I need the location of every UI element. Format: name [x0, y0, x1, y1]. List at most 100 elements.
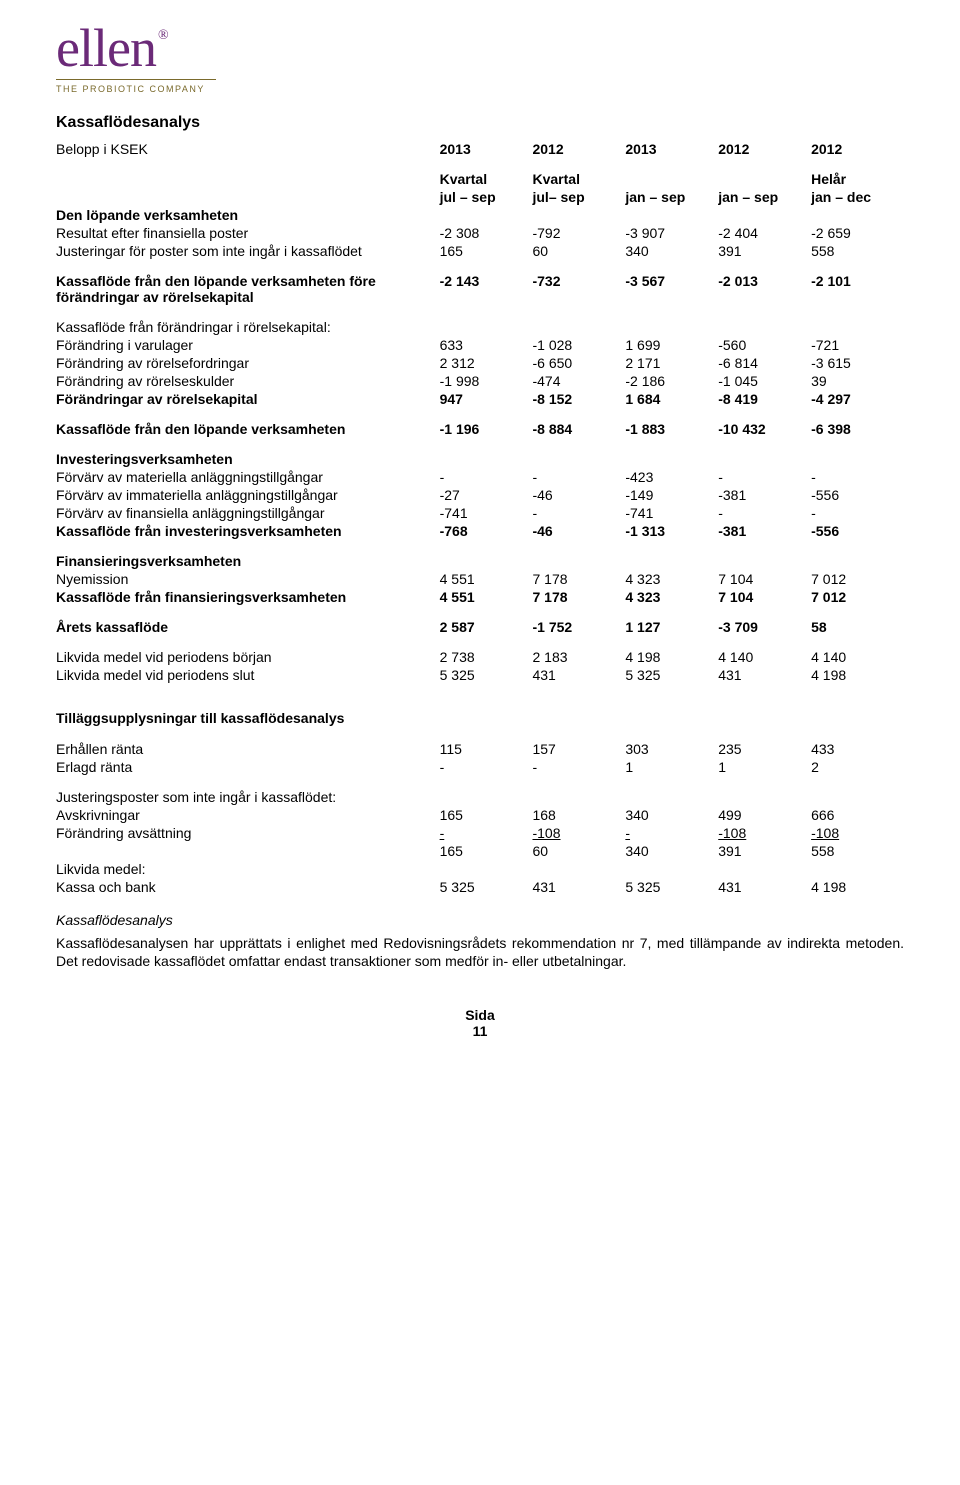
kf-fore-label: Kassaflöde från den löpande verksamheten… [56, 272, 440, 306]
resultat-v0: -2 308 [440, 224, 533, 242]
lopande-head: Den löpande verksamheten [56, 206, 440, 224]
sum-label [56, 842, 440, 860]
year-col-3: 2013 [625, 140, 718, 158]
likvida-start-v0: 2 738 [440, 648, 533, 666]
materiella-row: Förvärv av materiella anläggningstillgån… [56, 468, 904, 486]
forandr-kapital-v1: -8 152 [532, 390, 625, 408]
finansiella-v3: - [718, 504, 811, 522]
kf-fore-v2: -3 567 [625, 272, 718, 306]
period1-col-2: Kvartal [532, 170, 625, 188]
logo-block: ellen® THE PROBIOTIC COMPANY [56, 24, 904, 94]
tillagg-title: Tilläggsupplysningar till kassaflödesana… [56, 710, 904, 726]
page-container: ellen® THE PROBIOTIC COMPANY Kassaflödes… [0, 0, 960, 1079]
year-col-5: 2012 [811, 140, 904, 158]
erhallen-v2: 303 [625, 740, 718, 758]
justeringar-v0: 165 [440, 242, 533, 260]
rorelsefordr-row: Förändring av rörelsefordringar 2 312 -6… [56, 354, 904, 372]
avskrivningar-v2: 340 [625, 806, 718, 824]
kf-lopande-v4: -6 398 [811, 420, 904, 438]
resultat-v3: -2 404 [718, 224, 811, 242]
justposter-head-row: Justeringsposter som inte ingår i kassaf… [56, 788, 904, 806]
materiella-v0: - [440, 468, 533, 486]
kassa-bank-label: Kassa och bank [56, 878, 440, 896]
forandr-kapital-v2: 1 684 [625, 390, 718, 408]
arets-v3: -3 709 [718, 618, 811, 636]
forandr-avs-v1: -108 [532, 824, 625, 842]
year-col-1: 2013 [440, 140, 533, 158]
justeringar-label: Justeringar för poster som inte ingår i … [56, 242, 440, 260]
finans-head: Finansieringsverksamheten [56, 552, 440, 570]
erlagd-row: Erlagd ränta - - 1 1 2 [56, 758, 904, 776]
immateriella-v0: -27 [440, 486, 533, 504]
rorelseskulder-v2: -2 186 [625, 372, 718, 390]
rorelseskulder-v0: -1 998 [440, 372, 533, 390]
period1-col-3 [625, 170, 718, 188]
kassa-bank-v1: 431 [532, 878, 625, 896]
invest-head-row: Investeringsverksamheten [56, 450, 904, 468]
avskrivningar-row: Avskrivningar 165 168 340 499 666 [56, 806, 904, 824]
erhallen-v3: 235 [718, 740, 811, 758]
notes-title: Kassaflödesanalys [56, 912, 904, 928]
justeringar-row: Justeringar för poster som inte ingår i … [56, 242, 904, 260]
forandr-avs-row: Förändring avsättning - -108 - -108 -108 [56, 824, 904, 842]
varulager-v4: -721 [811, 336, 904, 354]
kf-fore-v0: -2 143 [440, 272, 533, 306]
cashflow-table: Belopp i KSEK 2013 2012 2013 2012 2012 K… [56, 140, 904, 684]
arets-row: Årets kassaflöde 2 587 -1 752 1 127 -3 7… [56, 618, 904, 636]
kf-finans-row: Kassaflöde från finansieringsverksamhete… [56, 588, 904, 606]
avskrivningar-v1: 168 [532, 806, 625, 824]
rorelsefordr-label: Förändring av rörelsefordringar [56, 354, 440, 372]
rorelseskulder-row: Förändring av rörelseskulder -1 998 -474… [56, 372, 904, 390]
arets-v1: -1 752 [532, 618, 625, 636]
likvida-slut-v2: 5 325 [625, 666, 718, 684]
forandr-avs-v0: - [440, 824, 533, 842]
rorelsefordr-v2: 2 171 [625, 354, 718, 372]
rorelseskulder-v1: -474 [532, 372, 625, 390]
notes-body: Kassaflödesanalysen har upprättats i enl… [56, 934, 904, 972]
kf-lopande-v0: -1 196 [440, 420, 533, 438]
year-col-2: 2012 [532, 140, 625, 158]
likvida-slut-row: Likvida medel vid periodens slut 5 325 4… [56, 666, 904, 684]
arets-label: Årets kassaflöde [56, 618, 440, 636]
kassa-bank-v3: 431 [718, 878, 811, 896]
period2-col-3: jan – sep [625, 188, 718, 206]
justeringar-v2: 340 [625, 242, 718, 260]
forandr-avs-v2: - [625, 824, 718, 842]
immateriella-label: Förvärv av immateriella anläggningstillg… [56, 486, 440, 504]
nyemission-row: Nyemission 4 551 7 178 4 323 7 104 7 012 [56, 570, 904, 588]
rorelsefordr-v3: -6 814 [718, 354, 811, 372]
page-title: Kassaflödesanalys [56, 114, 904, 132]
justeringar-v4: 558 [811, 242, 904, 260]
year-col-4: 2012 [718, 140, 811, 158]
kassa-bank-v0: 5 325 [440, 878, 533, 896]
varulager-v2: 1 699 [625, 336, 718, 354]
nyemission-v2: 4 323 [625, 570, 718, 588]
invest-head: Investeringsverksamheten [56, 450, 440, 468]
rorelsefordr-v4: -3 615 [811, 354, 904, 372]
varulager-v0: 633 [440, 336, 533, 354]
kassa-bank-row: Kassa och bank 5 325 431 5 325 431 4 198 [56, 878, 904, 896]
finans-head-row: Finansieringsverksamheten [56, 552, 904, 570]
nyemission-label: Nyemission [56, 570, 440, 588]
forandr-avs-label: Förändring avsättning [56, 824, 440, 842]
logo-brand-text: ellen [56, 18, 156, 78]
likvida-head: Likvida medel: [56, 860, 440, 878]
nyemission-v4: 7 012 [811, 570, 904, 588]
likvida-slut-v1: 431 [532, 666, 625, 684]
finansiella-v1: - [532, 504, 625, 522]
belopp-label: Belopp i KSEK [56, 140, 440, 158]
sum-row: 165 60 340 391 558 [56, 842, 904, 860]
finansiella-row: Förvärv av finansiella anläggningstillgå… [56, 504, 904, 522]
immateriella-v2: -149 [625, 486, 718, 504]
kf-finans-v4: 7 012 [811, 588, 904, 606]
header-period1-row: Kvartal Kvartal Helår [56, 170, 904, 188]
likvida-head-row: Likvida medel: [56, 860, 904, 878]
immateriella-v1: -46 [532, 486, 625, 504]
varulager-label: Förändring i varulager [56, 336, 440, 354]
erlagd-label: Erlagd ränta [56, 758, 440, 776]
nyemission-v3: 7 104 [718, 570, 811, 588]
likvida-start-row: Likvida medel vid periodens början 2 738… [56, 648, 904, 666]
materiella-v4: - [811, 468, 904, 486]
nyemission-v0: 4 551 [440, 570, 533, 588]
rorelseskulder-label: Förändring av rörelseskulder [56, 372, 440, 390]
